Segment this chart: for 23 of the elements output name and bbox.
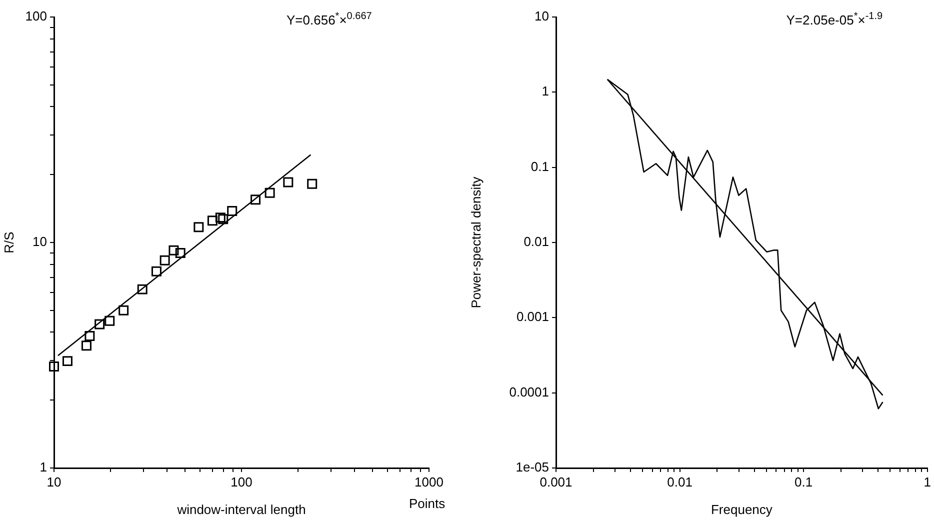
x-tick-label: 0.01 <box>667 474 692 490</box>
annotation: Y=2.05e-05$^{*}$×$^{-1.9}$ <box>786 11 883 28</box>
x-axis-title: Frequency <box>710 502 773 517</box>
y-tick-label: 0.0001 <box>509 384 549 400</box>
x-tick-label: 1000 <box>414 474 444 490</box>
y-tick-label: 1 <box>40 460 47 475</box>
y-tick-label: 0.01 <box>524 234 549 250</box>
y-tick-label: 0.1 <box>530 158 549 174</box>
x-tick-label: 1 <box>924 474 931 490</box>
annotation: Y=0.656$^{*}$×$^{0.667}$ <box>286 11 372 28</box>
y-tick-label: 0.001 <box>516 309 549 324</box>
y-tick-label: 10 <box>32 234 47 250</box>
text: Points <box>409 496 446 511</box>
y-tick-label: 1 <box>542 84 549 99</box>
y-axis-title: R/S <box>1 231 16 254</box>
x-tick-label: 10 <box>46 474 62 490</box>
x-tick-label: 100 <box>230 474 252 490</box>
y-tick-label: 10 <box>534 8 549 24</box>
x-axis-title: window-interval length <box>176 502 306 517</box>
x-tick-label: 0.1 <box>794 474 813 490</box>
y-tick-label: 1e-05 <box>516 460 549 475</box>
y-axis-title: Power-spectral density <box>468 176 484 308</box>
y-tick-label: 100 <box>25 8 47 24</box>
